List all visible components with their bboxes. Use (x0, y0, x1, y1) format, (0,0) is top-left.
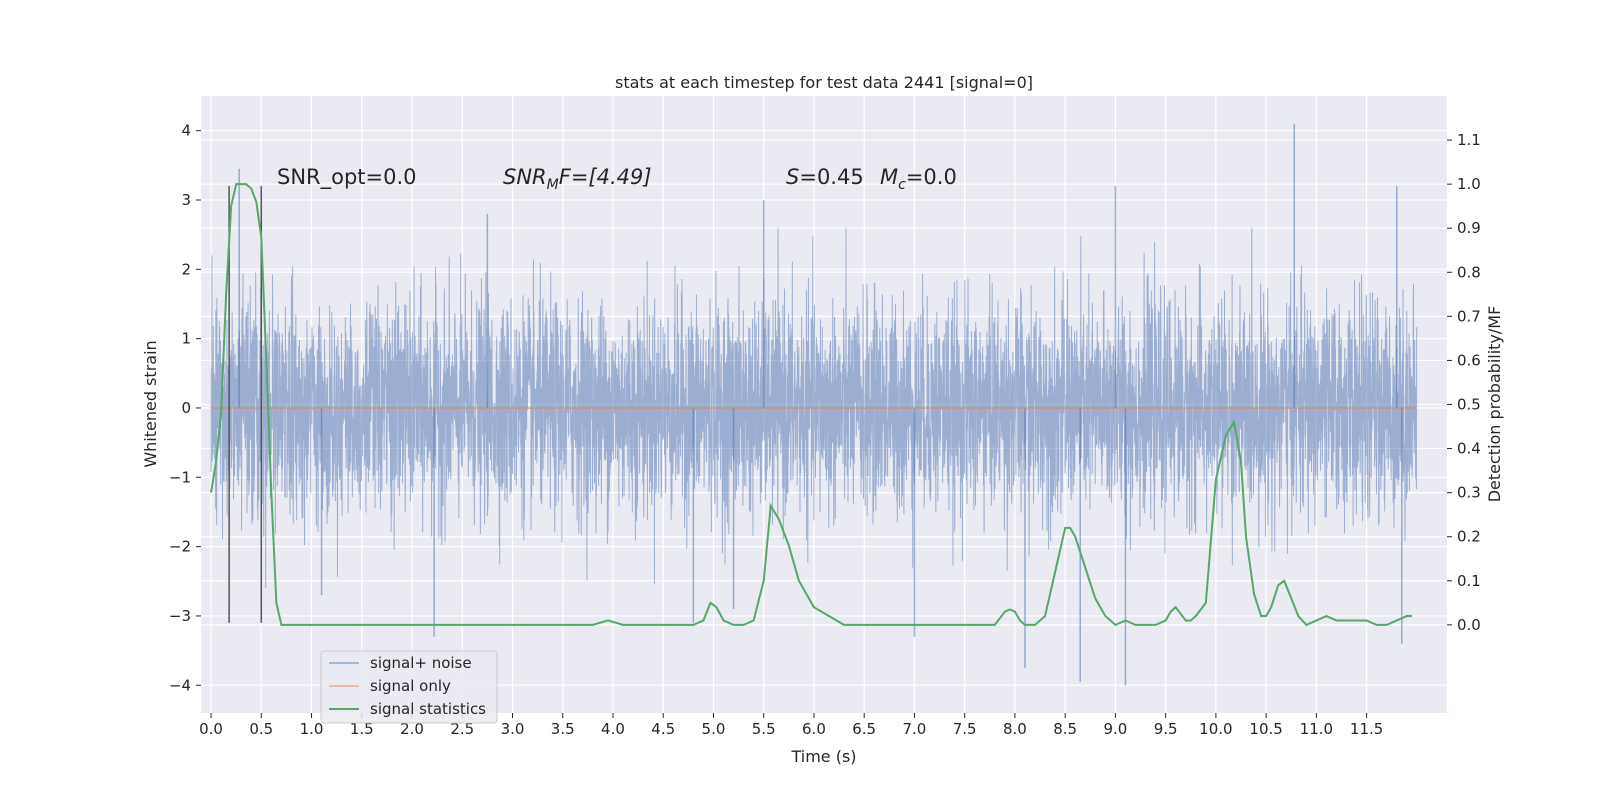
legend: signal+ noise signal only signal statist… (320, 650, 498, 724)
mc-symbol: M (880, 165, 898, 189)
y-left-tick-label-5: −1 (169, 468, 191, 486)
y-left-tick-label-4: 0 (181, 399, 191, 417)
noise-series (210, 123, 1418, 686)
y-left-tick-label-8: −4 (169, 676, 191, 694)
y-right-axis-label: Detection probability/MF (1485, 306, 1504, 503)
snr-mf-tail: F=[4.49] (559, 165, 652, 189)
s-value: =0.45 (799, 165, 863, 189)
x-tick-label-11: 5.5 (752, 720, 776, 738)
legend-label-signal-statistics: signal statistics (370, 700, 486, 718)
y-right-tick-label-4: 0.7 (1457, 307, 1481, 325)
x-tick-label-0: 0.0 (199, 720, 223, 738)
chart-title: stats at each timestep for test data 244… (615, 73, 1033, 92)
y-right-tick-label-3: 0.8 (1457, 263, 1481, 281)
x-tick-label-2: 1.0 (300, 720, 324, 738)
x-tick-label-9: 4.5 (651, 720, 675, 738)
x-tick-label-13: 6.5 (852, 720, 876, 738)
annotation-snr-mf: SNRMF=[4.49] (503, 165, 652, 193)
signal-statistics-line (210, 183, 1412, 627)
annotation-snr-opt: SNR_opt=0.0 (277, 165, 417, 190)
y-left-tick-label-0: 4 (181, 122, 191, 140)
x-tick-label-4: 2.0 (400, 720, 424, 738)
snr-mf-subscript: M (547, 177, 559, 193)
x-axis-label: Time (s) (790, 747, 856, 766)
x-tick-label-23: 11.5 (1350, 720, 1383, 738)
x-tick-label-16: 8.0 (1003, 720, 1027, 738)
legend-label-signal-noise: signal+ noise (370, 654, 472, 672)
x-tick-label-17: 8.5 (1053, 720, 1077, 738)
x-tick-label-5: 2.5 (450, 720, 474, 738)
y-right-tick-label-11: 0.0 (1457, 616, 1481, 634)
s-symbol: S (786, 165, 799, 189)
legend-label-signal-only: signal only (370, 677, 451, 695)
y-right-tick-label-9: 0.2 (1457, 528, 1481, 546)
y-right-axis-ticks: 1.1 1.0 0.9 0.8 0.7 0.6 0.5 0.4 0.3 0.2 0.1 0.0 (1447, 131, 1481, 634)
y-left-tick-label-3: 1 (181, 330, 191, 348)
annotation-mc: Mc=0.0 (880, 165, 957, 193)
x-tick-label-20: 10.0 (1199, 720, 1232, 738)
snr-mf-symbol: SNR (503, 165, 547, 189)
y-right-tick-label-7: 0.4 (1457, 440, 1481, 458)
y-left-axis-label: Whitened strain (141, 340, 160, 467)
x-tick-label-8: 4.0 (601, 720, 625, 738)
annotation-s: S=0.45 (786, 165, 864, 189)
x-tick-label-15: 7.5 (953, 720, 977, 738)
y-left-tick-label-6: −2 (169, 538, 191, 556)
x-tick-label-19: 9.5 (1154, 720, 1178, 738)
x-tick-label-18: 9.0 (1103, 720, 1127, 738)
noise-line (210, 227, 1418, 589)
y-right-tick-label-8: 0.3 (1457, 484, 1481, 502)
signal-statistics-series (210, 183, 1412, 627)
mc-subscript: c (898, 177, 906, 193)
y-right-tick-label-10: 0.1 (1457, 572, 1481, 590)
x-tick-label-14: 7.0 (903, 720, 927, 738)
x-tick-label-6: 3.0 (501, 720, 525, 738)
y-left-tick-label-7: −3 (169, 607, 191, 625)
y-right-tick-label-6: 0.5 (1457, 396, 1481, 414)
x-tick-label-7: 3.5 (551, 720, 575, 738)
y-right-tick-label-5: 0.6 (1457, 351, 1481, 369)
x-tick-label-3: 1.5 (350, 720, 374, 738)
x-tick-label-1: 0.5 (249, 720, 273, 738)
x-tick-label-10: 5.0 (702, 720, 726, 738)
x-tick-label-12: 6.0 (802, 720, 826, 738)
x-tick-label-22: 11.0 (1300, 720, 1333, 738)
y-right-tick-label-1: 1.0 (1457, 175, 1481, 193)
x-axis-ticks: 0.0 0.5 1.0 1.5 2.0 2.5 3.0 3.5 4.0 4.5 5.0 5.5 6.0 6… (199, 713, 1383, 738)
y-right-tick-label-2: 0.9 (1457, 219, 1481, 237)
y-left-axis-ticks: 4 3 2 1 0 −1 −2 −3 −4 (169, 122, 201, 694)
y-left-tick-label-2: 2 (181, 260, 191, 278)
legend-box (320, 650, 498, 724)
y-right-tick-label-0: 1.1 (1457, 131, 1481, 149)
y-left-tick-label-1: 3 (181, 191, 191, 209)
x-tick-label-21: 10.5 (1249, 720, 1282, 738)
mc-value: =0.0 (906, 165, 957, 189)
